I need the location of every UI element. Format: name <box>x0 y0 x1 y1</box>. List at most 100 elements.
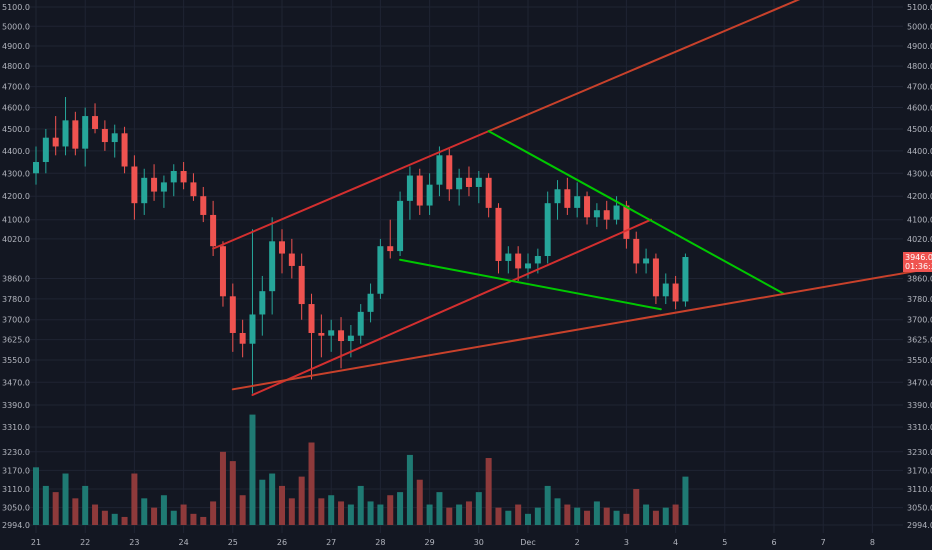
candle-body <box>544 203 551 257</box>
right-price-tick: 4700.0 <box>907 83 932 92</box>
volume-bar <box>446 507 453 525</box>
right-volume-tick: 3230.0 <box>907 448 932 457</box>
bottom-orange-line[interactable] <box>231 269 918 391</box>
time-tick[interactable]: 26 <box>277 538 287 547</box>
time-tick[interactable]: 29 <box>425 538 435 547</box>
countdown-label: 01:36:34 <box>905 262 932 271</box>
time-tick[interactable]: 3 <box>624 538 629 547</box>
right-price-tick: 3860.0 <box>907 274 932 283</box>
candle-body <box>505 253 512 261</box>
upper-red-line[interactable] <box>212 130 490 250</box>
time-tick[interactable]: 7 <box>821 538 826 547</box>
volume-bar <box>603 507 610 525</box>
time-tick[interactable]: 22 <box>80 538 90 547</box>
candle-body <box>495 207 502 261</box>
right-price-axis[interactable]: 5100.0 5000.0 4900.0 4800.0 4700.0 4600.0 4500… <box>907 3 932 530</box>
candle-body <box>288 253 295 266</box>
left-volume-tick: 3230.0 <box>2 448 30 457</box>
time-tick[interactable]: 28 <box>375 538 385 547</box>
lower-red-line[interactable] <box>251 218 652 396</box>
time-tick[interactable]: 6 <box>771 538 776 547</box>
right-price-tick: 3550.0 <box>907 356 932 365</box>
candle-body <box>190 182 197 197</box>
volume-bar <box>92 504 99 525</box>
left-price-tick: 3625.0 <box>2 336 30 345</box>
left-price-tick: 3550.0 <box>2 356 30 365</box>
left-price-tick: 4400.0 <box>2 147 30 156</box>
left-price-tick: 4700.0 <box>2 83 30 92</box>
right-volume-tick: 3170.0 <box>907 466 932 475</box>
right-price-tick: 3700.0 <box>907 316 932 325</box>
volume-bar <box>210 501 217 525</box>
volume-bar <box>170 510 177 525</box>
time-tick[interactable]: 21 <box>31 538 41 547</box>
volume-bar <box>505 510 512 525</box>
volume-bar <box>397 492 404 525</box>
candle-body <box>662 283 669 297</box>
candle-body <box>465 177 472 187</box>
candle-body <box>318 332 325 336</box>
volume-bars <box>33 414 689 525</box>
candle-body <box>436 155 443 185</box>
volume-bar <box>101 510 108 525</box>
volume-bar <box>662 507 669 525</box>
candle-body <box>180 171 187 183</box>
left-volume-tick: 3310.0 <box>2 423 30 432</box>
volume-bar <box>298 476 305 525</box>
candle-body <box>357 311 364 336</box>
volume-bar <box>377 504 384 525</box>
time-axis[interactable]: 21 22 23 24 25 26 27 28 29 30 Dec 2 3 4 5 6 7 8 <box>31 538 875 547</box>
candle-body <box>279 241 285 254</box>
volume-bar <box>406 454 413 525</box>
time-tick[interactable]: 27 <box>326 538 336 547</box>
candle-body <box>151 177 158 192</box>
left-price-axis: 5100.0 5000.0 4900.0 4800.0 4700.0 4600.0 4500… <box>2 3 30 530</box>
time-tick[interactable]: 24 <box>179 538 189 547</box>
volume-bar <box>574 507 581 525</box>
time-tick[interactable]: 5 <box>722 538 727 547</box>
left-price-tick: 3390.0 <box>2 401 30 410</box>
volume-bar <box>682 476 689 525</box>
time-tick[interactable]: Dec <box>520 538 535 547</box>
left-price-tick: 3700.0 <box>2 316 30 325</box>
time-tick[interactable]: 2 <box>575 538 580 547</box>
volume-bar <box>426 504 433 525</box>
candle-body <box>515 253 522 269</box>
volume-bar <box>436 492 443 525</box>
green-top-line[interactable] <box>487 130 785 295</box>
left-price-tick: 3860.0 <box>2 274 30 283</box>
time-tick[interactable]: 23 <box>129 538 139 547</box>
candle-body <box>574 196 581 208</box>
candle-body <box>259 291 266 315</box>
candle-body <box>33 162 39 174</box>
trendlines[interactable] <box>212 0 918 396</box>
candle-body <box>229 296 236 333</box>
candle-body <box>584 196 591 218</box>
candle-body <box>111 133 118 143</box>
volume-bar <box>151 507 158 525</box>
volume-bar <box>613 510 620 525</box>
left-volume-tick: 3110.0 <box>2 485 30 494</box>
candle-body <box>485 177 492 208</box>
candle-body <box>338 330 345 342</box>
green-bottom-line[interactable] <box>399 258 662 311</box>
time-tick[interactable]: 8 <box>870 538 875 547</box>
left-price-tick: 5100.0 <box>2 3 30 12</box>
time-tick[interactable]: 4 <box>673 538 678 547</box>
candle-body <box>298 265 305 305</box>
right-price-tick: 3780.0 <box>907 295 932 304</box>
candle-body <box>239 332 246 344</box>
right-volume-tick: 3050.0 <box>907 504 932 513</box>
left-price-tick: 4900.0 <box>2 42 30 51</box>
time-tick[interactable]: 30 <box>474 538 484 547</box>
candle-body <box>682 256 689 302</box>
volume-bar <box>219 451 226 525</box>
candle-body <box>525 263 531 269</box>
right-price-tick: 3470.0 <box>907 378 932 387</box>
time-tick[interactable]: 25 <box>228 538 238 547</box>
candle-body <box>121 133 128 167</box>
candle-body <box>170 171 177 183</box>
upper-orange-line[interactable] <box>487 0 804 133</box>
